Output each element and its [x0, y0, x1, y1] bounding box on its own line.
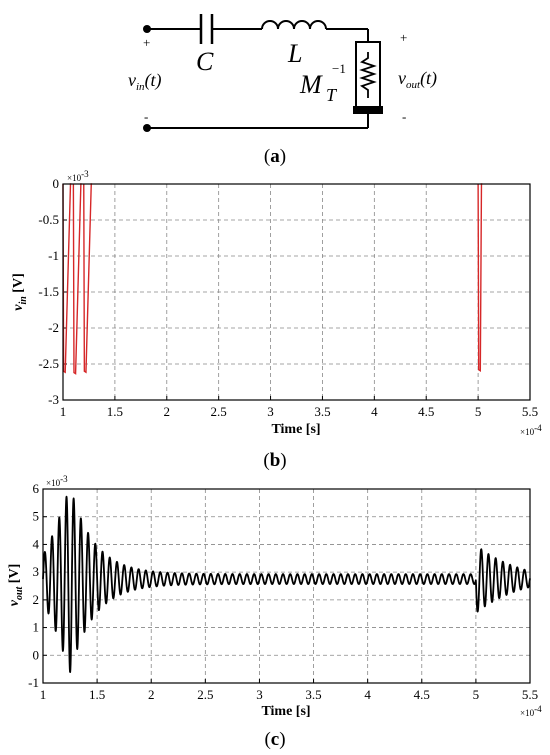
- vin-pulse-2: [72, 183, 82, 375]
- b-y-tick-label: -1.5: [38, 284, 59, 299]
- vin-plot-frame: [62, 183, 531, 401]
- c-y-tick-label: 6: [33, 481, 40, 496]
- panel-label-a: (a): [264, 146, 286, 167]
- c-x-tick-label: 2.5: [197, 687, 213, 702]
- b-x-tick-label: 4: [371, 404, 378, 419]
- c-x-tick-label: 5: [473, 687, 480, 702]
- vout-chart: 1 1.5 2 2.5 3 3.5 4 4.5 5 5.5 6 5 4 3 2 1 0 -1 ×10-3 ×10…: [7, 475, 542, 750]
- b-x-tick-label: 2: [164, 404, 171, 419]
- b-x-tick-label: 5.5: [522, 404, 538, 419]
- load-label-sup: −1: [332, 61, 346, 76]
- vin-pulse-4: [477, 183, 483, 373]
- vin-pulse-1: [62, 183, 72, 374]
- vin-plus-sign: +: [143, 35, 150, 50]
- c-y-tick-label: 4: [33, 536, 40, 551]
- load-box: [355, 41, 381, 109]
- vin-y-axis-title: vin [V]: [11, 273, 29, 311]
- c-x-tick-label: 5.5: [522, 687, 538, 702]
- vin-chart: 1 1.5 2 2.5 3 3.5 4 4.5 5 5.5 0 -0.5 -1 -1.5 -2 -2.5 -3…: [11, 170, 542, 471]
- vout-x-axis-title: Time [s]: [261, 704, 310, 719]
- resistor-zigzag-icon: [359, 52, 377, 98]
- circuit-diagram: C L M T −1 + - + - vin(t) vout(t) (a): [128, 14, 437, 167]
- load-base-bar: [353, 106, 383, 114]
- inductor-label: L: [287, 39, 302, 68]
- vin-minus-sign: -: [144, 109, 148, 124]
- c-x-tick-label: 4.5: [414, 687, 430, 702]
- b-x-tick-label: 3.5: [314, 404, 330, 419]
- capacitor-label: C: [196, 47, 214, 76]
- c-x-tick-label: 1.5: [89, 687, 105, 702]
- b-y-tick-label: -1: [48, 248, 59, 263]
- vin-x-multiplier: ×10-4: [520, 423, 542, 437]
- b-y-tick-label: -3: [48, 392, 59, 407]
- vout-x-multiplier: ×10-4: [520, 704, 542, 718]
- c-x-tick-label: 3.5: [305, 687, 321, 702]
- b-x-tick-label: 5: [475, 404, 482, 419]
- c-x-tick-label: 3: [256, 687, 263, 702]
- b-x-tick-label: 3: [267, 404, 274, 419]
- inductor-coil: [261, 20, 327, 30]
- c-y-tick-label: 5: [33, 509, 40, 524]
- b-y-tick-label: 0: [53, 176, 60, 191]
- vout-label: vout(t): [398, 68, 437, 91]
- vin-label: vin(t): [128, 70, 162, 93]
- vin-minus-terminal: [143, 124, 151, 132]
- vout-plot-frame: [42, 488, 531, 684]
- b-y-tick-label: -0.5: [38, 212, 59, 227]
- c-y-tick-label: 3: [33, 564, 40, 579]
- vin-pulse-3: [83, 183, 93, 374]
- c-x-tick-label: 1: [40, 687, 47, 702]
- vout-y-multiplier: ×10-3: [46, 475, 68, 488]
- c-x-tick-label: 4: [364, 687, 371, 702]
- b-y-tick-label: -2.5: [38, 356, 59, 371]
- load-label: M: [299, 70, 323, 99]
- c-x-tick-label: 2: [148, 687, 155, 702]
- vout-minus-sign: -: [402, 109, 406, 124]
- b-x-tick-label: 4.5: [418, 404, 434, 419]
- c-y-tick-label: 1: [33, 620, 40, 635]
- vout-series-line: [42, 495, 531, 673]
- load-label-sub: T: [326, 85, 338, 105]
- b-x-tick-label: 1.5: [107, 404, 123, 419]
- c-y-tick-label: 0: [33, 647, 40, 662]
- b-y-tick-label: -2: [48, 320, 59, 335]
- vin-x-axis-title: Time [s]: [271, 422, 320, 437]
- vout-plus-sign: +: [400, 30, 407, 45]
- vin-y-multiplier: ×10-3: [67, 170, 89, 183]
- c-y-tick-label: -1: [28, 675, 39, 690]
- b-x-tick-label: 1: [60, 404, 67, 419]
- c-y-tick-label: 2: [33, 592, 40, 607]
- panel-label-c: (c): [264, 729, 285, 750]
- panel-label-b: (b): [263, 450, 286, 471]
- b-x-tick-label: 2.5: [211, 404, 227, 419]
- vout-y-axis-title: vout [V]: [7, 564, 25, 607]
